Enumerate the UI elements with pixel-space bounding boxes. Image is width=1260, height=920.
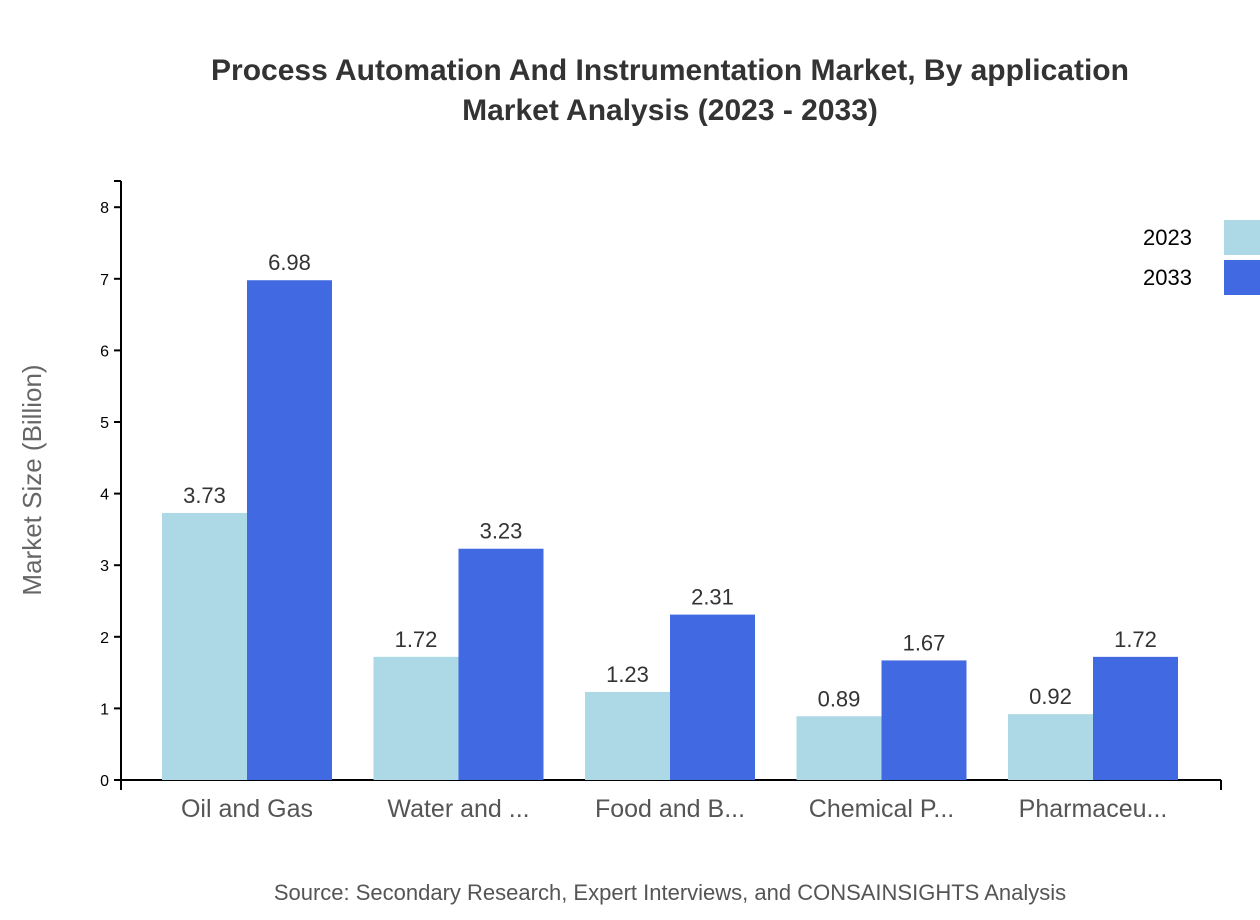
data-label: 1.72 xyxy=(395,627,438,652)
bar-2023 xyxy=(796,716,882,780)
y-axis: 0 1 2 3 4 5 6 7 8 xyxy=(100,180,122,790)
data-label: 3.23 xyxy=(480,519,523,544)
y-tick-label: 8 xyxy=(100,200,109,217)
data-label: 1.72 xyxy=(1114,627,1157,652)
bar-2023 xyxy=(1008,714,1093,780)
y-tick-label: 4 xyxy=(100,487,109,504)
x-axis: Oil and Gas Water and ... Food and B... Che… xyxy=(120,779,1222,823)
y-tick-label: 6 xyxy=(100,343,109,360)
x-tick-label: Chemical P... xyxy=(809,795,954,823)
y-tick-label: 3 xyxy=(100,558,109,575)
bars: 3.73 6.98 1.72 3.23 1.23 2.31 0.89 1.67 0.92 1.72 xyxy=(162,250,1178,780)
bar-2023 xyxy=(162,512,247,780)
data-label: 1.23 xyxy=(606,662,649,687)
bar-2033 xyxy=(670,614,755,780)
data-label: 0.89 xyxy=(818,686,861,711)
chart-title-line-1: Process Automation And Instrumentation M… xyxy=(211,54,1129,87)
legend-label: 2033 xyxy=(1143,265,1192,290)
bar-2033 xyxy=(1093,656,1178,780)
legend: 2023 2033 xyxy=(1143,220,1260,295)
legend-label: 2023 xyxy=(1143,225,1192,250)
data-label: 3.73 xyxy=(183,483,226,508)
y-tick-label: 0 xyxy=(100,773,109,790)
bar-2023 xyxy=(585,691,670,780)
data-label: 2.31 xyxy=(691,585,734,610)
chart-title-line-2: Market Analysis (2023 - 2033) xyxy=(462,94,878,127)
y-tick-label: 2 xyxy=(100,630,109,647)
legend-swatch-2033 xyxy=(1224,260,1260,295)
bar-2033 xyxy=(247,280,332,780)
bar-2033 xyxy=(458,548,544,780)
bar-2033 xyxy=(881,660,967,780)
legend-swatch-2023 xyxy=(1224,220,1260,255)
source-note: Source: Secondary Research, Expert Inter… xyxy=(274,880,1066,905)
x-tick-label: Food and B... xyxy=(595,795,745,823)
data-label: 0.92 xyxy=(1029,684,1072,709)
y-tick-label: 7 xyxy=(100,272,109,289)
bar-2023 xyxy=(373,656,459,780)
y-tick-label: 5 xyxy=(100,415,109,432)
data-label: 6.98 xyxy=(268,250,311,275)
x-tick-label: Water and ... xyxy=(387,795,529,823)
data-label: 1.67 xyxy=(903,630,946,655)
x-tick-label: Oil and Gas xyxy=(181,795,313,823)
y-axis-label: Market Size (Billion) xyxy=(17,364,47,595)
y-tick-label: 1 xyxy=(100,701,109,718)
x-tick-label: Pharmaceu... xyxy=(1019,795,1168,823)
